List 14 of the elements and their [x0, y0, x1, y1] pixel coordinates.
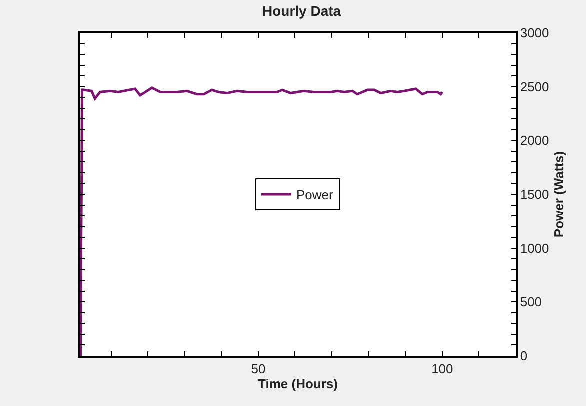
y-tick-label: 2500 [520, 79, 550, 94]
y-tick-label: 2000 [520, 133, 550, 148]
y-tick-label: 500 [520, 294, 542, 310]
y-tick-label: 1500 [520, 187, 550, 202]
x-tick-label: 100 [432, 361, 454, 376]
legend-label: Power [296, 188, 334, 203]
x-tick-label: 50 [251, 361, 266, 376]
chart-title: Hourly Data [262, 2, 342, 19]
y-tick-label: 3000 [520, 26, 550, 41]
x-axis-title: Time (Hours) [258, 376, 338, 392]
y-tick-label: 1000 [520, 240, 550, 256]
line-series [80, 86, 444, 356]
y-axis-title: Power (Watts) [551, 151, 566, 238]
y-tick-label: 0 [520, 348, 528, 364]
